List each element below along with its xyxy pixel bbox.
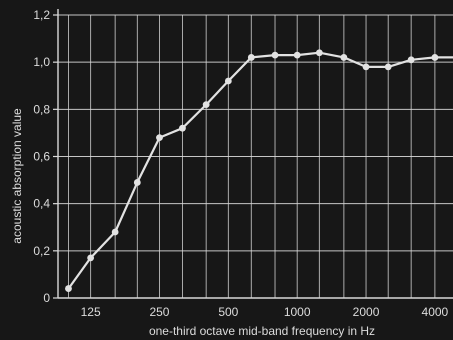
data-point [340, 54, 348, 61]
grid [58, 14, 453, 298]
y-tick-label: 1,2 [33, 8, 50, 22]
data-point [315, 49, 323, 57]
data-point [87, 254, 95, 262]
x-tick-label: 250 [149, 305, 169, 319]
data-point [384, 63, 392, 71]
data-point [133, 179, 141, 186]
y-tick-label: 1,0 [33, 55, 50, 69]
y-tick-label: 0 [43, 291, 50, 305]
data-point [362, 63, 370, 71]
y-tick-label: 0,4 [33, 197, 50, 211]
x-tick-label: 2000 [353, 305, 380, 319]
series-absorption [65, 49, 453, 292]
data-point [179, 124, 186, 132]
axes [53, 9, 453, 299]
data-point [156, 134, 163, 142]
data-point [224, 77, 232, 85]
x-tick-label: 500 [218, 305, 238, 319]
tick-labels: 0 0,2 0,4 0,6 0,8 1,0 1,2 125 250 500 1000 2000 4000 [33, 8, 448, 319]
x-tick-label: 4000 [422, 305, 449, 319]
y-axis-label: acoustic absorption value [10, 108, 24, 244]
x-axis-label: one-third octave mid-band frequency in H… [149, 324, 375, 338]
x-tick-label: 1000 [284, 305, 311, 319]
data-point [65, 285, 72, 292]
y-tick-label: 0,6 [33, 150, 50, 164]
data-point [271, 51, 279, 59]
data-point [293, 51, 301, 59]
data-point [431, 54, 439, 61]
series-line [67, 51, 453, 290]
y-tick-label: 0,2 [33, 244, 50, 258]
data-point [202, 101, 210, 109]
data-point [111, 228, 119, 236]
y-tick-label: 0,8 [33, 102, 50, 116]
data-point [247, 54, 255, 61]
data-point [407, 56, 415, 64]
x-tick-label: 125 [81, 305, 101, 319]
